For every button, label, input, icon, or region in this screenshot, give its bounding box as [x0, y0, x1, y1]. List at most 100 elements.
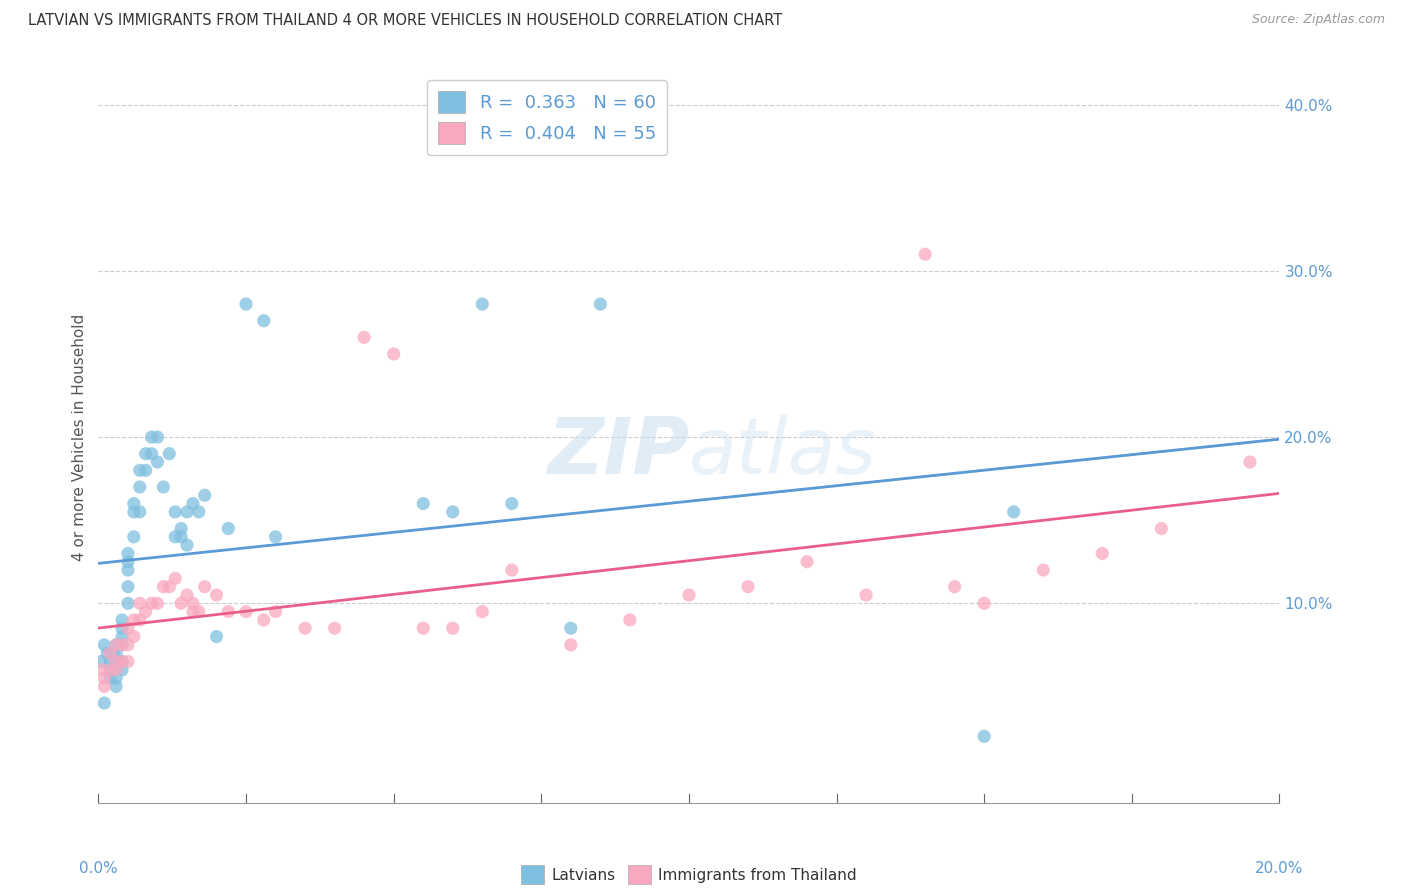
Point: [205, 630, 228, 644]
Point: [103, 646, 125, 660]
Point: [90, 655, 112, 669]
Point: [111, 663, 134, 677]
Point: [165, 505, 187, 519]
Point: [1091, 546, 1114, 560]
Point: [217, 521, 239, 535]
Point: [1032, 563, 1054, 577]
Point: [141, 447, 163, 461]
Text: Source: ZipAtlas.com: Source: ZipAtlas.com: [1251, 13, 1385, 27]
Point: [165, 530, 187, 544]
Point: [105, 663, 128, 677]
Point: [135, 447, 157, 461]
Point: [111, 621, 134, 635]
Point: [235, 605, 257, 619]
Point: [619, 613, 641, 627]
Point: [146, 455, 169, 469]
Point: [117, 555, 139, 569]
Point: [90, 663, 112, 677]
Point: [973, 729, 995, 743]
Point: [235, 297, 257, 311]
Point: [412, 497, 434, 511]
Point: [117, 638, 139, 652]
Point: [122, 505, 145, 519]
Point: [170, 596, 193, 610]
Point: [111, 655, 134, 669]
Point: [128, 505, 150, 519]
Y-axis label: 4 or more Vehicles in Household: 4 or more Vehicles in Household: [72, 313, 87, 561]
Text: ZIP: ZIP: [547, 414, 689, 490]
Point: [796, 555, 818, 569]
Point: [264, 530, 287, 544]
Point: [1239, 455, 1261, 469]
Point: [560, 638, 582, 652]
Point: [253, 613, 276, 627]
Text: 0.0%: 0.0%: [79, 861, 118, 876]
Text: LATVIAN VS IMMIGRANTS FROM THAILAND 4 OR MORE VEHICLES IN HOUSEHOLD CORRELATION : LATVIAN VS IMMIGRANTS FROM THAILAND 4 OR…: [28, 13, 782, 29]
Point: [501, 563, 523, 577]
Point: [471, 297, 494, 311]
Point: [471, 605, 494, 619]
Point: [105, 638, 128, 652]
Point: [135, 605, 157, 619]
Point: [105, 638, 128, 652]
Point: [170, 521, 193, 535]
Point: [176, 588, 198, 602]
Point: [111, 638, 134, 652]
Point: [96, 646, 118, 660]
Point: [98, 663, 121, 677]
Point: [157, 447, 180, 461]
Point: [111, 655, 134, 669]
Point: [98, 671, 121, 685]
Point: [217, 605, 239, 619]
Point: [181, 497, 204, 511]
Point: [501, 497, 523, 511]
Point: [194, 488, 217, 502]
Point: [128, 480, 150, 494]
Point: [141, 596, 163, 610]
Point: [187, 505, 209, 519]
Point: [973, 596, 995, 610]
Point: [111, 630, 134, 644]
Point: [117, 580, 139, 594]
Point: [141, 430, 163, 444]
Point: [105, 671, 128, 685]
Point: [146, 430, 169, 444]
Point: [122, 630, 145, 644]
Point: [122, 530, 145, 544]
Point: [105, 646, 128, 660]
Point: [117, 596, 139, 610]
Point: [737, 580, 759, 594]
Point: [187, 605, 209, 619]
Point: [98, 663, 121, 677]
Point: [170, 530, 193, 544]
Legend: Latvians, Immigrants from Thailand: Latvians, Immigrants from Thailand: [515, 859, 863, 890]
Point: [128, 613, 150, 627]
Point: [98, 646, 121, 660]
Point: [294, 621, 316, 635]
Point: [122, 497, 145, 511]
Point: [855, 588, 877, 602]
Point: [441, 621, 464, 635]
Point: [264, 605, 287, 619]
Point: [205, 588, 228, 602]
Point: [135, 463, 157, 477]
Point: [157, 580, 180, 594]
Point: [111, 638, 134, 652]
Point: [128, 463, 150, 477]
Point: [98, 655, 121, 669]
Point: [152, 580, 174, 594]
Point: [181, 596, 204, 610]
Point: [165, 571, 187, 585]
Point: [181, 605, 204, 619]
Point: [105, 680, 128, 694]
Point: [105, 655, 128, 669]
Point: [589, 297, 612, 311]
Point: [117, 546, 139, 560]
Point: [176, 505, 198, 519]
Point: [678, 588, 700, 602]
Point: [105, 655, 128, 669]
Point: [176, 538, 198, 552]
Point: [253, 314, 276, 328]
Point: [1150, 521, 1173, 535]
Point: [560, 621, 582, 635]
